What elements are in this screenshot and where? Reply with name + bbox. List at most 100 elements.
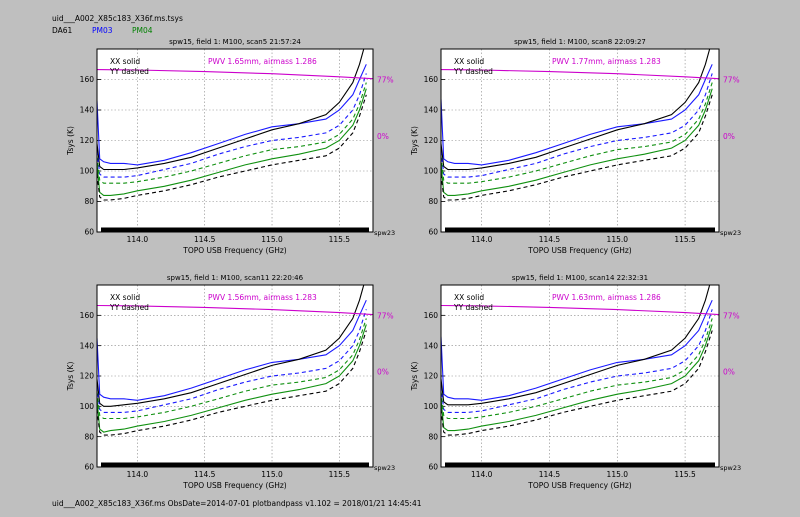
legend-pm03: PM03 [92,26,113,35]
x-tick-label: 115.5 [329,470,351,479]
x-tick-label: 114.5 [539,470,561,479]
legend-yy: YY dashed [453,303,493,312]
plot-frame [440,284,720,468]
spw-label: spw23 [374,464,395,472]
y-tick-label: 60 [84,228,94,237]
series-line-green-solid [97,88,367,196]
y-tick-label: 60 [428,463,438,472]
y-tick-label: 120 [80,136,95,145]
y-tick-label: 100 [80,167,95,176]
pwv-annotation: PWV 1.63mm, airmass 1.286 [552,293,661,302]
x-axis-label: TOPO USB Frequency (GHz) [527,481,632,490]
x-tick-label: 115.0 [261,470,283,479]
series-line-black-solid [441,285,711,406]
legend-xx: XX solid [110,57,140,66]
transmission-high-label: 77% [723,76,740,85]
x-tick-label: 115.5 [674,470,696,479]
x-tick-label: 114.0 [127,235,149,244]
chart-title: spw15, field 1: M100, scan11 22:20:46 [167,274,304,282]
x-tick-label: 115.5 [329,235,351,244]
y-tick-label: 100 [424,402,439,411]
pwv-annotation: PWV 1.77mm, airmass 1.283 [552,57,661,66]
chart-title: spw15, field 1: M100, scan14 22:32:31 [512,274,648,282]
legend-yy: YY dashed [453,67,493,76]
y-tick-label: 160 [80,311,95,320]
x-tick-label: 114.0 [471,470,493,479]
chart-panel-1: 114.0 114.5 115.0 115.5 60 80 100 120 140 160 spw1… [66,38,395,255]
spw-label: spw23 [374,229,395,237]
chart-title: spw15, field 1: M100, scan8 22:09:27 [514,38,646,46]
series-line-blue-solid [97,64,367,166]
antenna-label: DA61 [52,26,73,35]
plot-frame [96,284,374,468]
x-tick-label: 115.0 [607,235,629,244]
legend-yy: YY dashed [109,303,149,312]
y-axis-label: Tsys (K) [66,362,75,392]
x-tick-label: 114.5 [539,235,561,244]
y-tick-label: 100 [424,167,439,176]
spw-label: spw23 [720,464,741,472]
footer-text: uid___A002_X85c183_X36f.ms ObsDate=2014-… [52,499,422,508]
legend-xx: XX solid [454,57,484,66]
y-tick-label: 80 [428,197,438,206]
series-line-blue-solid [441,299,713,401]
chart-panel-4: 114.0 114.5 115.0 115.5 60 80 100 120 140 160 spw1… [410,274,741,490]
y-tick-label: 120 [424,372,439,381]
x-tick-label: 115.0 [607,470,629,479]
legend-yy: YY dashed [109,67,149,76]
x-tick-label: 114.0 [471,235,493,244]
chart-panel-2: 114.0 114.5 115.0 115.5 60 80 100 120 140 160 spw1… [410,38,741,255]
series-line-blue-solid [97,299,367,401]
chart-title: spw15, field 1: M100, scan5 21:57:24 [169,38,301,46]
y-tick-label: 140 [80,341,95,350]
y-tick-label: 140 [424,341,439,350]
series-line-black-solid [97,49,365,171]
plot-frame [440,48,720,233]
transmission-high-label: 77% [377,311,394,320]
y-axis-label: Tsys (K) [66,126,75,156]
y-axis-label: Tsys (K) [410,362,419,392]
transmission-low-label: 0% [377,367,389,376]
chart-panel-3: 114.0 114.5 115.0 115.5 60 80 100 120 140 160 spw1… [66,274,395,490]
series-line-blue-solid [441,64,713,166]
y-tick-label: 160 [424,75,439,84]
y-tick-label: 160 [80,75,95,84]
legend-xx: XX solid [454,293,484,302]
y-tick-label: 100 [80,402,95,411]
y-tick-label: 80 [84,432,94,441]
y-tick-label: 160 [424,311,439,320]
series-line-magenta-solid [441,69,719,80]
series-line-green-solid [97,324,367,433]
y-tick-label: 60 [84,463,94,472]
series-line-magenta-solid [441,304,719,316]
x-tick-label: 114.5 [194,470,216,479]
x-tick-label: 115.5 [674,235,696,244]
y-tick-label: 120 [424,136,439,145]
x-tick-label: 114.5 [194,235,216,244]
series-line-green-dashed [441,82,713,184]
transmission-high-label: 77% [723,311,740,320]
y-tick-label: 140 [424,106,439,115]
series-line-magenta-solid [97,304,373,316]
y-tick-label: 120 [80,372,95,381]
legend-xx: XX solid [110,293,140,302]
pwv-annotation: PWV 1.56mm, airmass 1.283 [208,293,317,302]
series-line-black-solid [441,49,711,171]
transmission-low-label: 0% [723,367,735,376]
y-tick-label: 60 [428,228,438,237]
y-tick-label: 80 [84,197,94,206]
y-tick-label: 140 [80,106,95,115]
plot-frame [96,48,374,233]
file-title: uid___A002_X85c183_X36f.ms.tsys [52,14,183,23]
x-axis-label: TOPO USB Frequency (GHz) [182,246,287,255]
series-line-magenta-solid [97,69,373,80]
x-axis-label: TOPO USB Frequency (GHz) [527,246,632,255]
y-tick-label: 80 [428,432,438,441]
transmission-low-label: 0% [377,132,389,141]
series-line-black-dashed [97,330,367,436]
series-line-green-solid [441,88,713,196]
series-line-green-solid [441,324,713,432]
y-axis-label: Tsys (K) [410,126,419,156]
